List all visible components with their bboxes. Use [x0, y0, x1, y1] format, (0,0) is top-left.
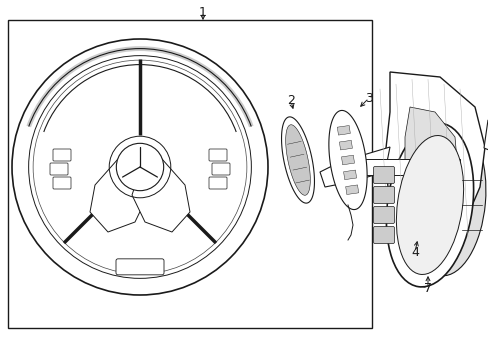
Circle shape	[33, 60, 246, 274]
Polygon shape	[328, 111, 366, 210]
Polygon shape	[483, 120, 488, 160]
Ellipse shape	[386, 123, 473, 287]
Polygon shape	[90, 159, 148, 232]
Polygon shape	[132, 159, 190, 232]
Polygon shape	[339, 140, 352, 150]
Circle shape	[12, 39, 267, 295]
Circle shape	[29, 56, 251, 278]
Polygon shape	[341, 155, 354, 165]
Polygon shape	[343, 170, 356, 180]
Polygon shape	[345, 185, 358, 194]
Bar	[8, 20, 371, 328]
FancyBboxPatch shape	[373, 207, 394, 224]
FancyBboxPatch shape	[208, 177, 226, 189]
Polygon shape	[409, 252, 434, 287]
Text: 2: 2	[286, 94, 294, 108]
FancyBboxPatch shape	[208, 149, 226, 161]
FancyBboxPatch shape	[373, 186, 394, 203]
Polygon shape	[285, 125, 310, 195]
FancyBboxPatch shape	[373, 166, 394, 184]
FancyBboxPatch shape	[53, 149, 71, 161]
Ellipse shape	[396, 135, 463, 274]
FancyBboxPatch shape	[53, 177, 71, 189]
Polygon shape	[319, 147, 389, 187]
FancyBboxPatch shape	[116, 259, 163, 275]
Polygon shape	[384, 72, 484, 257]
FancyBboxPatch shape	[50, 163, 68, 175]
Polygon shape	[404, 107, 457, 222]
Polygon shape	[281, 117, 314, 203]
Bar	[349, 159, 459, 175]
FancyBboxPatch shape	[373, 226, 394, 243]
Polygon shape	[337, 126, 349, 135]
Text: 4: 4	[410, 246, 418, 258]
Text: 1: 1	[199, 5, 206, 18]
Ellipse shape	[409, 124, 485, 276]
FancyBboxPatch shape	[212, 163, 229, 175]
Text: 3: 3	[365, 91, 372, 104]
Text: 7: 7	[423, 282, 431, 294]
Circle shape	[116, 143, 163, 191]
